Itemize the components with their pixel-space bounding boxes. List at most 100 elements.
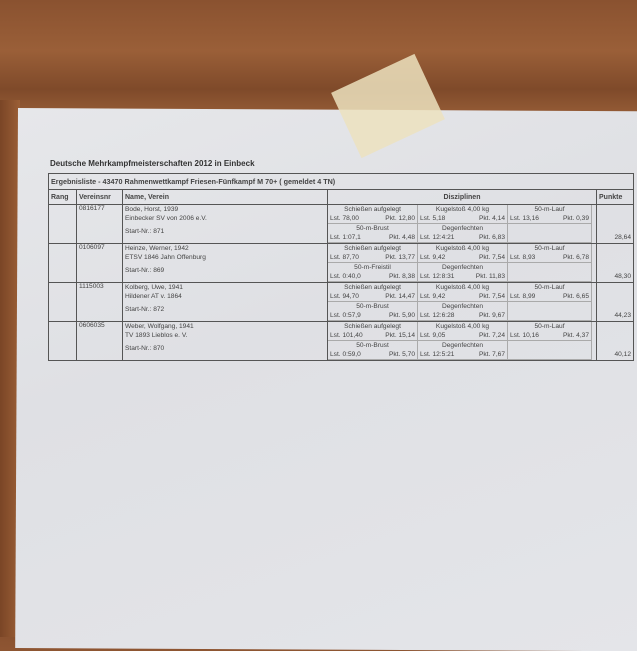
discipline-points: Pkt. 8,38 — [388, 273, 415, 280]
discipline-cell: Kugelstoß 4,00 kg Lst. 9,42 Pkt. 7,54 — [418, 244, 508, 263]
disciplines-cell: Schießen aufgelegt Lst. 94,70 Pkt. 14,47 Ku… — [327, 282, 597, 322]
discipline-name: 50-m-Brust — [356, 342, 389, 349]
discipline-cell: 50-m-Freistil Lst. 0:40,0 Pkt. 8,38 — [328, 263, 418, 282]
discipline-cell: Degenfechten Lst. 12:8:31 Pkt. 11,83 — [418, 263, 508, 282]
discipline-result: Lst. 12:5:21 — [420, 351, 455, 358]
discipline-cell: Schießen aufgelegt Lst. 101,40 Pkt. 15,14 — [328, 322, 418, 341]
disciplines-cell: Schießen aufgelegt Lst. 78,00 Pkt. 12,80 Ku… — [327, 204, 597, 244]
header-name: Name, Verein — [122, 189, 328, 205]
discipline-cell: Degenfechten Lst. 12:4:21 Pkt. 6,83 — [418, 224, 508, 243]
discipline-points: Pkt. 7,54 — [478, 293, 505, 300]
start-number: Start-Nr.: 871 — [125, 228, 165, 235]
discipline-result: Lst. 8,99 — [510, 293, 536, 300]
discipline-name: Schießen aufgelegt — [344, 284, 401, 291]
vereinsnr-cell: 0606035 — [76, 321, 123, 361]
discipline-name: Kugelstoß 4,00 kg — [435, 284, 490, 291]
discipline-result: Lst. 78,00 — [330, 215, 359, 222]
discipline-points: Pkt. 13,77 — [385, 254, 415, 261]
discipline-name: 50-m-Brust — [356, 225, 389, 232]
rang-cell — [48, 243, 77, 283]
name-cell: Weber, Wolfgang, 1941 TV 1893 Lieblos e. … — [122, 321, 328, 361]
discipline-cell: 50-m-Brust Lst. 0:59,0 Pkt. 5,70 — [328, 341, 418, 360]
discipline-points: Pkt. 6,83 — [478, 234, 505, 241]
discipline-result: Lst. 1:07,1 — [330, 234, 361, 241]
discipline-result: Lst. 12:8:31 — [420, 273, 455, 280]
table-row: 0106097 Heinze, Werner, 1942 ETSV 1846 Ja… — [48, 243, 634, 283]
start-number: Start-Nr.: 869 — [125, 267, 165, 274]
discipline-result: Lst. 0:59,0 — [330, 351, 361, 358]
discipline-cell: Kugelstoß 4,00 kg Lst. 9,05 Pkt. 7,24 — [418, 322, 508, 341]
discipline-name: Schießen aufgelegt — [344, 245, 401, 252]
rang-cell — [48, 282, 77, 322]
discipline-points: Pkt. 5,90 — [388, 312, 415, 319]
table-row: 0606035 Weber, Wolfgang, 1941 TV 1893 Lie… — [48, 321, 634, 361]
club-name: Einbecker SV von 2006 e.V. — [125, 215, 207, 222]
discipline-name: Degenfechten — [441, 303, 484, 310]
discipline-result: Lst. 87,70 — [330, 254, 359, 261]
discipline-points: Pkt. 9,67 — [478, 312, 505, 319]
discipline-result: Lst. 12:6:28 — [420, 312, 455, 319]
discipline-points: Pkt. 5,70 — [388, 351, 415, 358]
wood-background — [0, 100, 20, 637]
name-cell: Heinze, Werner, 1942 ETSV 1846 Jahn Offen… — [122, 243, 328, 283]
discipline-points: Pkt. 7,54 — [478, 254, 505, 261]
discipline-points: Pkt. 6,65 — [562, 293, 589, 300]
discipline-name: 50-m-Lauf — [534, 284, 565, 291]
discipline-name: 50-m-Freistil — [354, 264, 391, 271]
discipline-name: Schießen aufgelegt — [344, 323, 401, 330]
club-name: Hildener AT v. 1864 — [125, 293, 182, 300]
start-number: Start-Nr.: 870 — [125, 345, 165, 352]
discipline-result: Lst. 5,18 — [420, 215, 446, 222]
document-title: Deutsche Mehrkampfmeisterschaften 2012 i… — [50, 159, 255, 168]
discipline-result: Lst. 9,42 — [420, 293, 446, 300]
discipline-points: Pkt. 12,80 — [385, 215, 415, 222]
athlete-name: Kolberg, Uwe, 1941 — [125, 284, 183, 291]
points-cell: 28,64 — [596, 204, 634, 244]
discipline-cell: Kugelstoß 4,00 kg Lst. 9,42 Pkt. 7,54 — [418, 283, 508, 302]
vereinsnr-cell: 0106097 — [76, 243, 123, 283]
discipline-points: Pkt. 11,83 — [475, 273, 505, 280]
discipline-cell: 50-m-Lauf Lst. 10,16 Pkt. 4,37 — [508, 322, 592, 341]
athlete-name: Heinze, Werner, 1942 — [125, 245, 189, 252]
discipline-cell: 50-m-Lauf Lst. 8,93 Pkt. 6,78 — [508, 244, 592, 263]
discipline-cell: Schießen aufgelegt Lst. 94,70 Pkt. 14,47 — [328, 283, 418, 302]
discipline-cell: Degenfechten Lst. 12:5:21 Pkt. 7,67 — [418, 341, 508, 360]
discipline-cell: Schießen aufgelegt Lst. 87,70 Pkt. 13,77 — [328, 244, 418, 263]
athlete-name: Bode, Horst, 1939 — [125, 206, 179, 213]
rang-cell — [48, 321, 77, 361]
club-name: TV 1893 Lieblos e. V. — [125, 332, 188, 339]
vereinsnr-cell: 1115003 — [76, 282, 123, 322]
table-row: 0816177 Bode, Horst, 1939 Einbecker SV vo… — [48, 204, 634, 244]
discipline-name: Kugelstoß 4,00 kg — [435, 245, 490, 252]
discipline-cell: 50-m-Brust Lst. 1:07,1 Pkt. 4,48 — [328, 224, 418, 243]
name-cell: Bode, Horst, 1939 Einbecker SV von 2006 e… — [122, 204, 328, 244]
discipline-result: Lst. 10,16 — [510, 332, 539, 339]
discipline-result: Lst. 101,40 — [330, 332, 363, 339]
header-punkte: Punkte — [596, 189, 634, 205]
discipline-result: Lst. 94,70 — [330, 293, 359, 300]
points-cell: 48,30 — [596, 243, 634, 283]
discipline-points: Pkt. 4,48 — [388, 234, 415, 241]
vereinsnr-cell: 0816177 — [76, 204, 123, 244]
club-name: ETSV 1846 Jahn Offenburg — [125, 254, 206, 261]
points-cell: 40,12 — [596, 321, 634, 361]
discipline-result: Lst. 8,93 — [510, 254, 536, 261]
discipline-points: Pkt. 15,14 — [385, 332, 415, 339]
discipline-result: Lst. 13,16 — [510, 215, 539, 222]
athlete-name: Weber, Wolfgang, 1941 — [125, 323, 194, 330]
discipline-result: Lst. 0:40,0 — [330, 273, 361, 280]
discipline-points: Pkt. 6,78 — [562, 254, 589, 261]
discipline-result: Lst. 12:4:21 — [420, 234, 455, 241]
discipline-name: Degenfechten — [441, 225, 484, 232]
results-subtitle: Ergebnisliste - 43470 Rahmenwettkampf Fr… — [48, 173, 634, 190]
discipline-cell: 50-m-Brust Lst. 0:57,9 Pkt. 5,90 — [328, 302, 418, 321]
rang-cell — [48, 204, 77, 244]
discipline-cell: Degenfechten Lst. 12:6:28 Pkt. 9,67 — [418, 302, 508, 321]
discipline-name: 50-m-Brust — [356, 303, 389, 310]
discipline-name: 50-m-Lauf — [534, 206, 565, 213]
discipline-result: Lst. 9,42 — [420, 254, 446, 261]
header-vereinsnr: Vereinsnr — [76, 189, 123, 205]
discipline-points: Pkt. 0,39 — [562, 215, 589, 222]
discipline-name: Kugelstoß 4,00 kg — [435, 206, 490, 213]
discipline-name: Degenfechten — [441, 264, 484, 271]
